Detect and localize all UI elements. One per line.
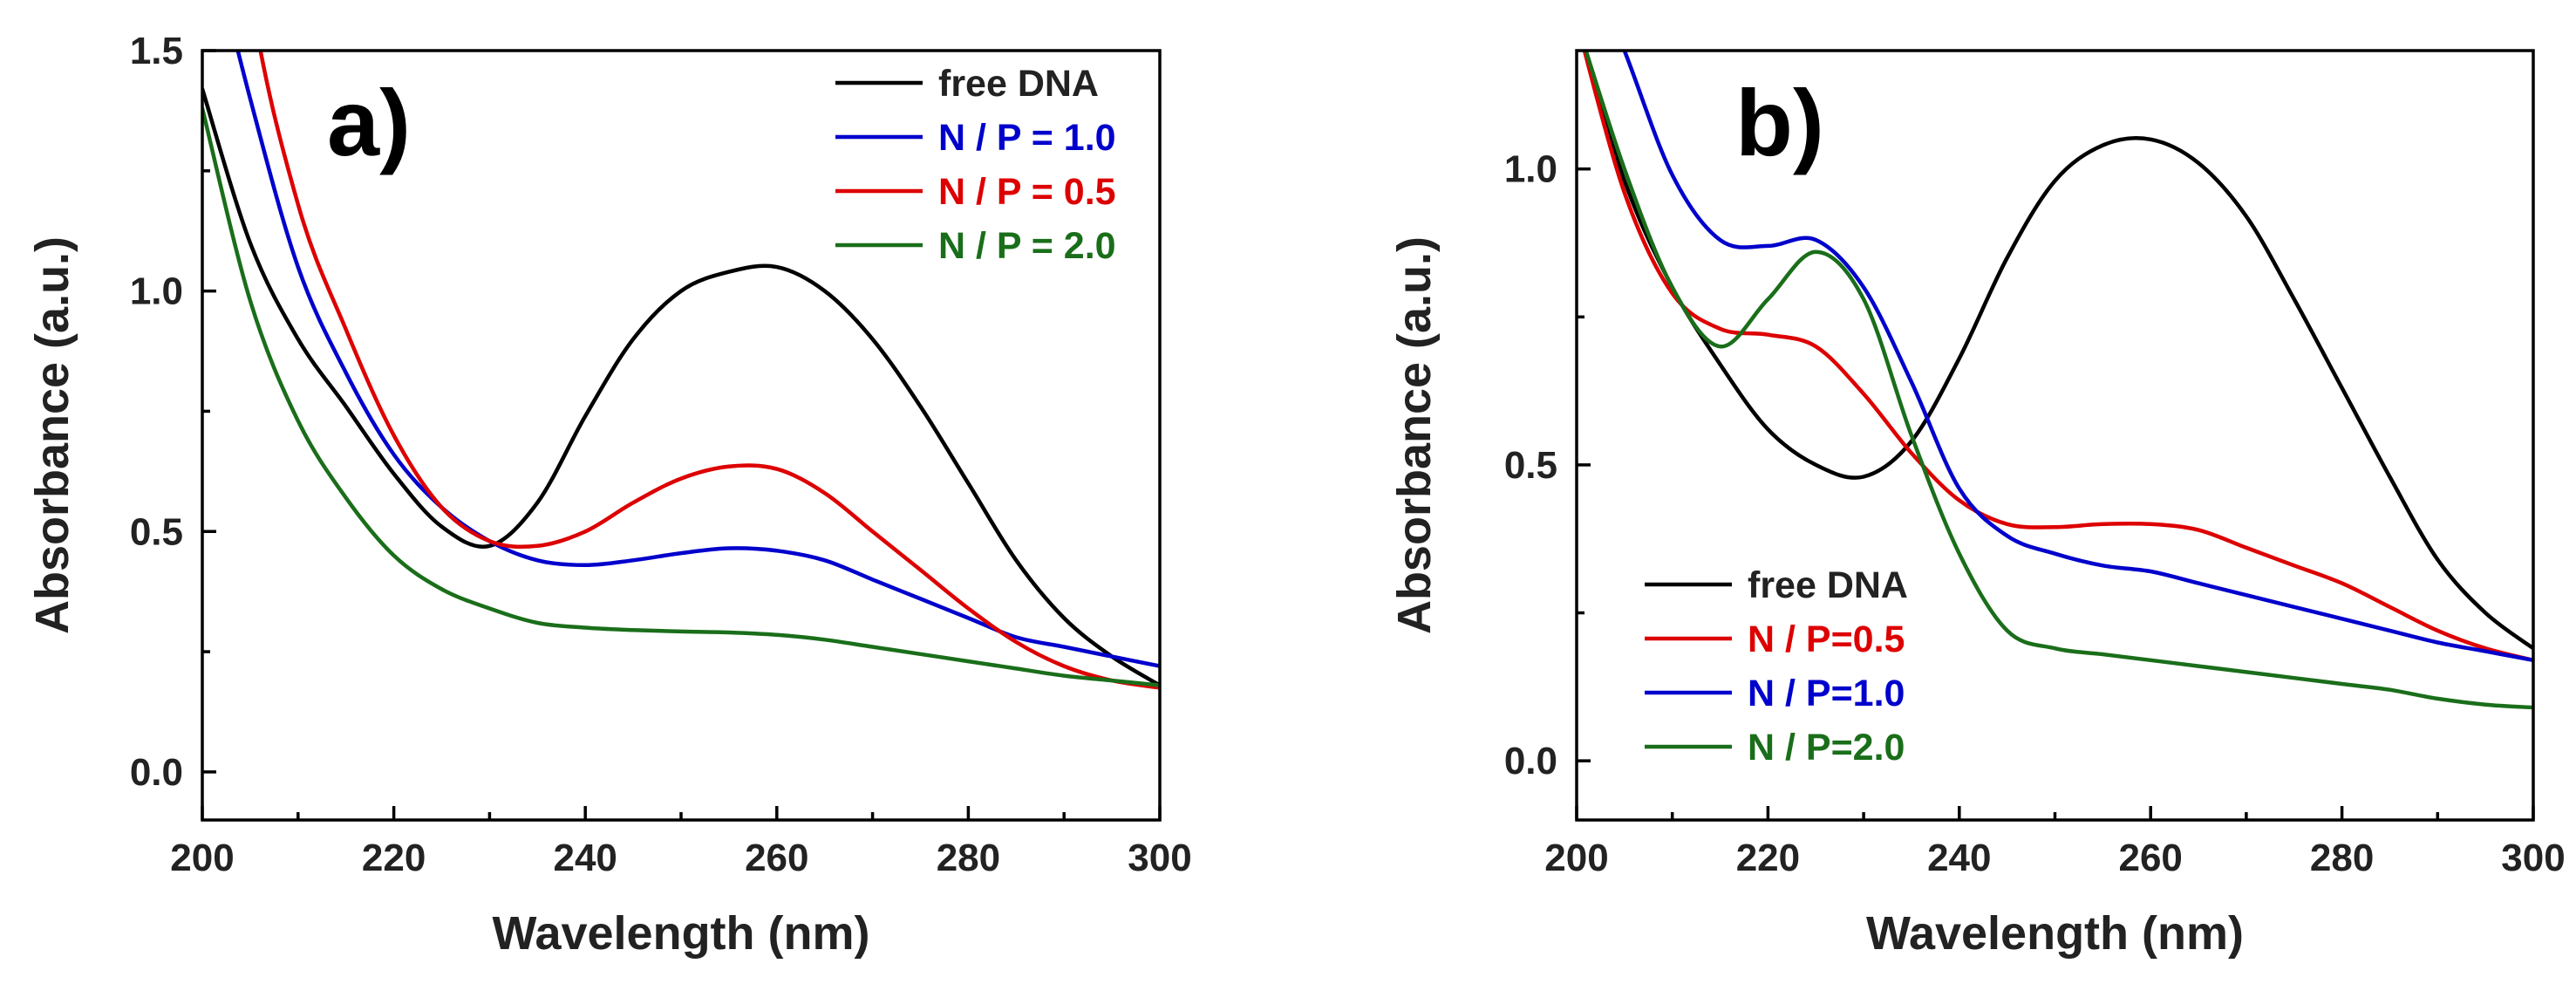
x-tick-label: 260 [2118,837,2182,879]
x-tick-label: 220 [1736,837,1800,879]
y-tick-label: 0.5 [130,510,183,553]
y-axis-label: Absorbance (a.u.) [26,236,78,634]
x-tick-label: 220 [362,837,426,879]
series-line-2 [258,51,1160,690]
panel-label: b) [1735,70,1824,175]
x-tick-label: 300 [1128,837,1191,879]
x-tick-label: 280 [2310,837,2374,879]
x-tick-label: 300 [2501,837,2565,879]
y-tick-label: 0.0 [130,751,183,794]
x-tick-label: 200 [1544,837,1608,879]
series-group [1582,51,2533,710]
legend-label-0: free DNA [938,63,1099,105]
legend: free DNA N / P=0.5 N / P=1.0 N / P=2.0 [1645,564,1908,769]
series-line-0 [1583,51,2533,651]
y-tick-label: 1.5 [130,30,183,72]
x-tick-label: 240 [1927,837,1991,879]
series-line-2 [1622,51,2533,663]
legend-label-1: N / P = 1.0 [938,117,1116,159]
x-axis-label: Wavelength (nm) [1866,907,2244,960]
series-line-1 [235,51,1160,668]
chart-panel-b: 200 220 240 260 280 300 0.0 0.5 1.0 Wavelength (n… [1388,49,2566,960]
x-tick-label: 260 [745,837,808,879]
series-line-0 [202,86,1160,687]
y-tick-label: 0.5 [1504,444,1557,487]
legend-label-2: N / P = 0.5 [938,171,1116,213]
series-group [202,51,1160,690]
legend-label-2: N / P=1.0 [1748,673,1905,714]
x-tick-label: 200 [170,837,234,879]
legend-label-3: N / P=2.0 [1748,727,1905,769]
panel-label: a) [327,70,411,175]
y-tick-label: 1.0 [1504,148,1557,191]
legend-label-1: N / P=0.5 [1748,618,1905,660]
legend-label-3: N / P = 2.0 [938,225,1116,267]
legend: free DNA N / P = 1.0 N / P = 0.5 N / P = 2.… [835,63,1116,267]
x-axis-label: Wavelength (nm) [492,907,869,960]
series-line-3 [202,106,1160,687]
x-tick-label: 280 [937,837,1000,879]
y-axis-label: Absorbance (a.u.) [1388,236,1441,634]
x-tick-label: 240 [553,837,617,879]
plot-frame [1575,49,2535,822]
legend-label-0: free DNA [1748,564,1908,606]
series-line-3 [1584,51,2533,710]
chart-panel-a: 200 220 240 260 280 300 0.0 0.5 1.0 1.5 Wavelength… [26,30,1192,960]
y-tick-label: 1.0 [130,270,183,313]
series-line-1 [1582,51,2533,663]
y-tick-label: 0.0 [1504,740,1557,782]
